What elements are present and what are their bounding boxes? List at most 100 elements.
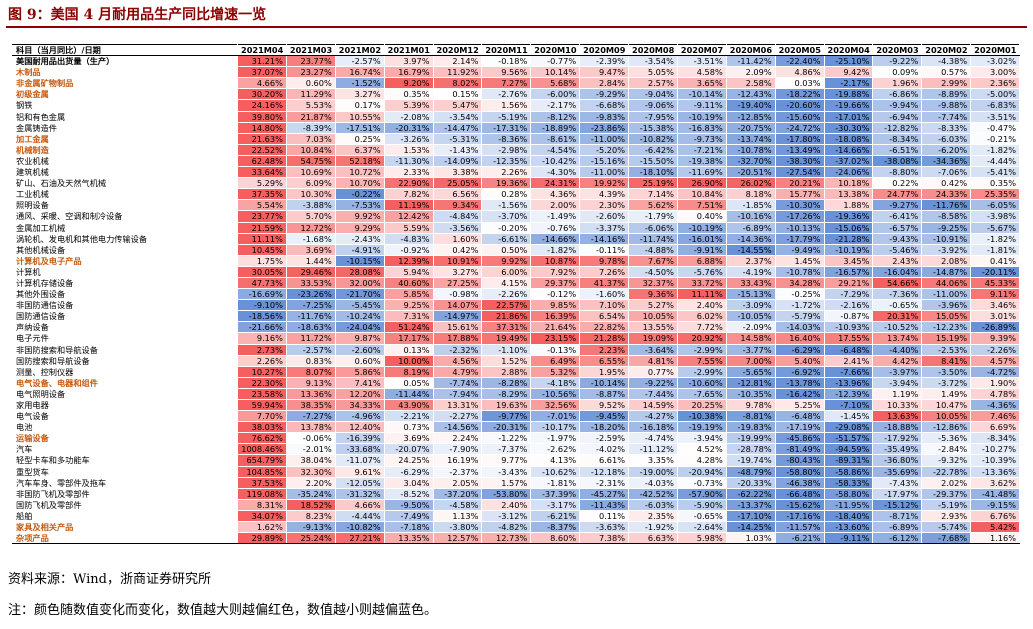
value-cell: -8.34%: [970, 432, 1020, 445]
table-row: 非国防飞机及零部件 119.08% -35.24% -31.32% -8.52% -37.…: [12, 487, 1020, 500]
row-label: 非国防飞机及零部件: [12, 487, 238, 500]
value-cell: -14.25%: [725, 521, 776, 534]
value-cell: -6.51%: [872, 143, 923, 156]
table-row: 运输设备 76.62% -0.06% -16.39% 3.69% 2.24% -1.22% -…: [12, 432, 1020, 445]
value-cell: 29.21%: [823, 276, 874, 290]
value-cell: 5.47%: [432, 99, 483, 112]
value-cell: 76.62%: [237, 432, 287, 445]
value-cell: 1.88%: [823, 199, 874, 212]
value-cell: 38.03%: [237, 421, 287, 434]
value-cell: -7.06%: [921, 166, 972, 179]
row-label: 矿山、石油及天然气机械: [12, 177, 238, 190]
value-cell: 2.02%: [921, 476, 972, 489]
value-cell: -7.18%: [383, 521, 434, 534]
value-cell: -13.74%: [725, 132, 776, 145]
value-cell: -17.51%: [334, 121, 385, 134]
value-cell: -6.94%: [872, 110, 923, 123]
value-cell: 4.66%: [334, 498, 385, 511]
value-cell: -12.23%: [921, 321, 972, 334]
row-label: 电子元件: [12, 332, 238, 345]
value-cell: 10.05%: [628, 310, 678, 323]
value-cell: 1008.46%: [237, 443, 287, 456]
value-cell: 23.77%: [237, 210, 287, 223]
value-cell: 7.31%: [383, 310, 434, 323]
value-cell: 4.52%: [676, 443, 727, 456]
value-cell: -18.89%: [530, 121, 581, 134]
value-cell: -3.96%: [921, 299, 972, 312]
value-cell: -80.43%: [774, 454, 825, 467]
value-cell: -8.89%: [921, 88, 972, 101]
value-cell: -9.91%: [676, 243, 727, 256]
value-cell: -10.82%: [628, 132, 678, 145]
value-cell: -7.66%: [823, 365, 874, 378]
value-cell: 119.08%: [237, 487, 287, 500]
value-cell: -10.16%: [725, 210, 776, 223]
table-row: 计算机 30.05% 29.46% 28.08% 5.94% 3.27% 6.00% 7.92…: [12, 265, 1020, 278]
value-cell: -2.09%: [725, 321, 776, 334]
value-cell: -20.94%: [676, 465, 727, 478]
value-cell: 4.36%: [530, 188, 581, 201]
row-label: 轻型卡车和多功能车: [12, 454, 238, 467]
value-cell: -11.00%: [579, 166, 629, 179]
value-cell: 9.29%: [334, 221, 385, 234]
value-cell: 4.79%: [432, 365, 483, 378]
value-cell: -14.03%: [774, 321, 825, 334]
value-cell: -3.54%: [432, 110, 483, 123]
value-cell: 6.56%: [432, 188, 483, 201]
value-cell: -4.91%: [334, 243, 385, 256]
value-cell: 7.67%: [628, 254, 678, 267]
value-cell: 2.30%: [579, 199, 629, 212]
value-cell: -13.37%: [725, 498, 776, 511]
value-cell: 14.59%: [628, 398, 678, 412]
row-label: 国防通信设备: [12, 310, 238, 323]
value-cell: -38.08%: [872, 154, 923, 168]
row-label: 船舶: [12, 509, 238, 523]
value-cell: 7.51%: [676, 199, 727, 212]
value-cell: -7.74%: [921, 110, 972, 123]
value-cell: 2.09%: [725, 66, 776, 79]
value-cell: -5.19%: [921, 498, 972, 511]
value-cell: -35.49%: [872, 443, 923, 456]
value-cell: 5.62%: [628, 199, 678, 212]
value-cell: -7.01%: [530, 410, 581, 423]
value-cell: -3.88%: [285, 199, 336, 212]
value-cell: 3.45%: [823, 254, 874, 267]
value-cell: 3.69%: [285, 243, 336, 256]
table-row: 电气设备 7.70% -7.27% -4.96% -2.21% -2.27% -9.77% -…: [12, 410, 1020, 423]
value-cell: 44.06%: [921, 276, 972, 290]
value-cell: -5.74%: [921, 521, 972, 534]
value-cell: -6.03%: [628, 498, 678, 511]
value-cell: 32.56%: [530, 398, 581, 412]
value-cell: -26.89%: [970, 321, 1020, 334]
value-cell: -2.01%: [285, 443, 336, 456]
value-cell: -10.13%: [774, 221, 825, 234]
value-cell: 5.53%: [285, 99, 336, 112]
value-cell: 3.46%: [970, 299, 1020, 312]
value-cell: -10.38%: [676, 410, 727, 423]
value-cell: -15.50%: [628, 154, 678, 168]
value-cell: -0.21%: [970, 132, 1020, 145]
value-cell: 12.72%: [285, 221, 336, 234]
value-cell: 4.15%: [481, 276, 532, 290]
value-cell: 0.60%: [285, 77, 336, 90]
value-cell: 9.61%: [334, 465, 385, 478]
value-cell: -12.35%: [481, 154, 532, 168]
value-cell: -9.10%: [237, 299, 287, 312]
value-cell: 28.08%: [334, 265, 385, 278]
value-cell: 9.34%: [432, 199, 483, 212]
value-cell: -0.76%: [530, 221, 581, 234]
value-cell: 4.56%: [432, 354, 483, 367]
value-cell: -66.48%: [774, 487, 825, 500]
value-cell: 9.39%: [970, 332, 1020, 345]
value-cell: 2.00%: [530, 199, 581, 212]
value-cell: 41.37%: [579, 276, 629, 290]
value-cell: -7.43%: [872, 476, 923, 489]
table-row: 计算机及电子产品 1.75% 1.44% -10.15% 12.39% 10.91% 9.9…: [12, 254, 1020, 267]
value-cell: 19.92%: [579, 177, 629, 190]
value-cell: 8.18%: [725, 188, 776, 201]
value-cell: -20.31%: [481, 421, 532, 434]
value-cell: -33.68%: [334, 443, 385, 456]
value-cell: 34.07%: [237, 509, 287, 523]
value-cell: -10.24%: [334, 310, 385, 323]
table-row: 国防通信设备 -18.56% -11.76% -10.24% 7.31% -14.97% 2…: [12, 310, 1020, 323]
